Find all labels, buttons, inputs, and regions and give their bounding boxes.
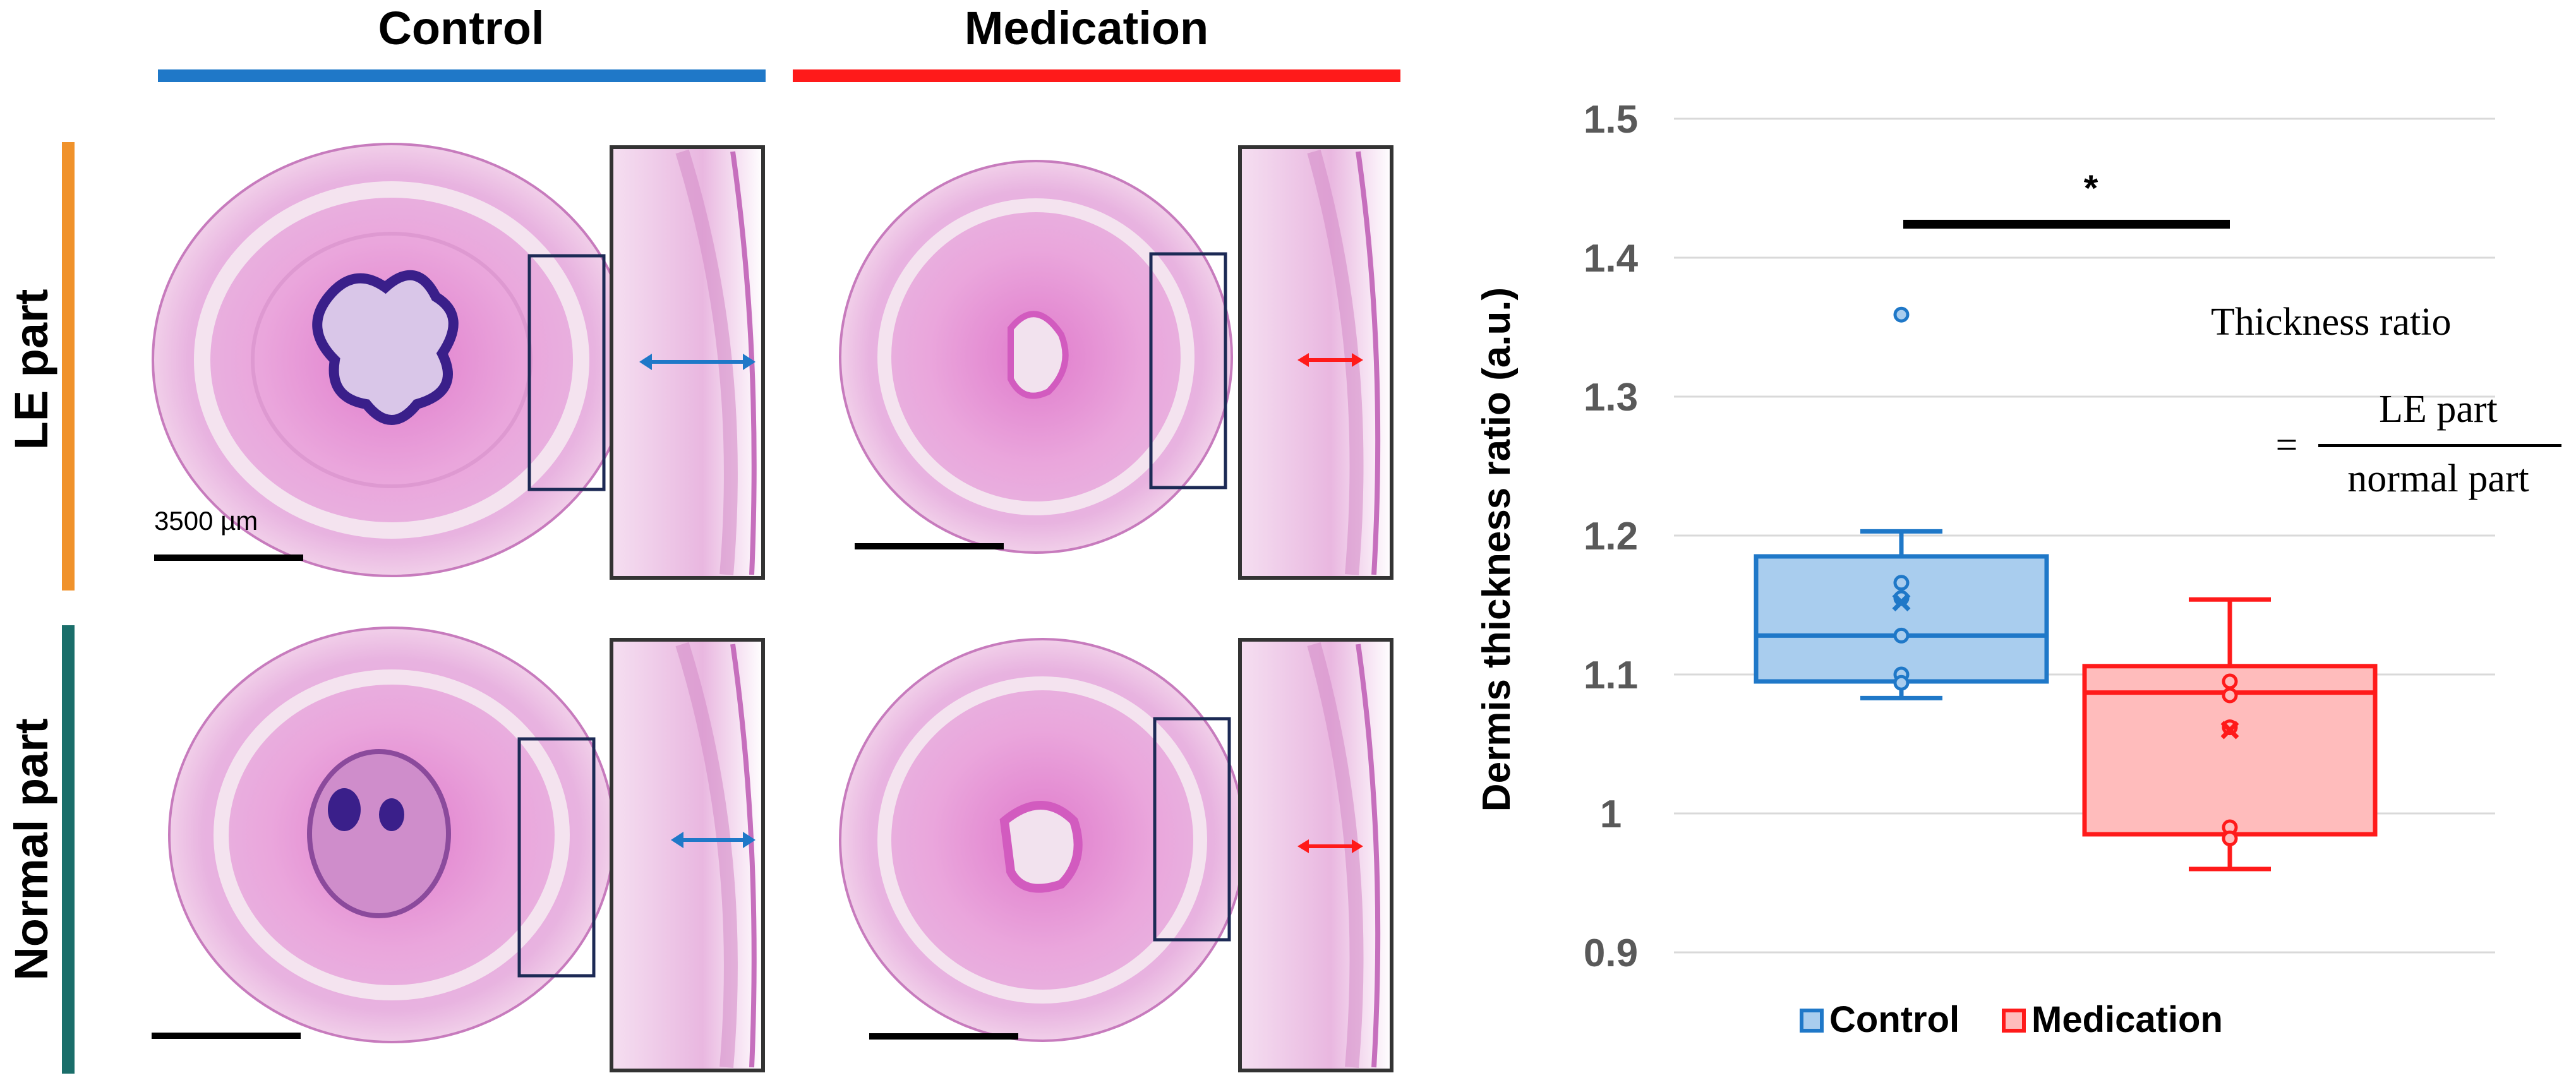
formula-fraction-bar — [2318, 444, 2561, 447]
scale-bar-medication-normal — [869, 1033, 1018, 1040]
legend-label-medication: Medication — [2031, 999, 2223, 1040]
scale-label: 3500 µm — [154, 506, 258, 536]
histology-control-le — [152, 143, 632, 577]
inset-control-le — [610, 145, 765, 580]
y-tick-label: 1.2 — [1584, 515, 1638, 558]
data-point — [1893, 674, 1910, 691]
roi-box-medication-le — [1149, 252, 1227, 489]
box-plot-chart: 0.9 1 1.1 1.2 1.3 1.4 1.5 Dermis thickness rat… — [1475, 98, 2495, 1040]
inset-medication-normal — [1238, 638, 1393, 1072]
normal-part-row-bar — [62, 625, 75, 1074]
formula-equals: = — [2275, 424, 2298, 467]
histology-medication-normal — [839, 638, 1246, 1042]
le-part-row-bar — [62, 142, 75, 590]
histology-panels — [152, 143, 1393, 1072]
formula-title: Thickness ratio — [2211, 301, 2452, 344]
roi-box-control-le — [527, 254, 606, 491]
y-tick-label: 1.1 — [1584, 654, 1638, 697]
histology-medication-le — [839, 160, 1233, 554]
medication-column-bar — [793, 69, 1400, 82]
box-medication — [2082, 597, 2378, 872]
histology-control-normal — [168, 626, 615, 1043]
legend-swatch-medication — [2002, 1009, 2026, 1033]
y-axis-label: Dermis thickness ratio (a.u.) — [1475, 287, 1519, 812]
control-column-bar — [158, 69, 766, 82]
roi-box-control-normal — [517, 737, 596, 978]
box-control — [1754, 306, 2049, 700]
column-title-control: Control — [378, 2, 545, 54]
formula-numerator: LE part — [2379, 388, 2498, 431]
inset-control-normal — [610, 638, 765, 1072]
scale-bar-medication-le — [855, 543, 1004, 549]
y-tick-label: 1.4 — [1584, 237, 1639, 280]
roi-box-medication-normal — [1153, 717, 1231, 942]
mean-marker — [2220, 721, 2239, 740]
y-tick-label: 1.5 — [1584, 98, 1638, 141]
column-title-medication: Medication — [964, 2, 1209, 54]
data-point — [1893, 627, 1910, 644]
data-point — [1893, 575, 1910, 591]
legend-swatch-control — [1800, 1009, 1824, 1033]
mean-marker — [1892, 593, 1911, 612]
data-point — [2222, 687, 2238, 704]
formula-denominator: normal part — [2347, 457, 2529, 500]
legend: Control Medication — [1800, 999, 2223, 1040]
data-point — [2222, 673, 2238, 690]
data-point — [1893, 306, 1910, 323]
scale-bar-control-le — [154, 554, 303, 561]
y-tick-label: 1 — [1600, 793, 1622, 836]
data-point — [2222, 830, 2238, 847]
y-tick-label: 0.9 — [1584, 932, 1638, 975]
inset-medication-le — [1238, 145, 1393, 580]
significance-marker: * — [2084, 168, 2098, 209]
legend-label-control: Control — [1829, 999, 1959, 1040]
scale-bar-control-normal — [152, 1033, 301, 1039]
y-tick-label: 1.3 — [1584, 376, 1638, 419]
